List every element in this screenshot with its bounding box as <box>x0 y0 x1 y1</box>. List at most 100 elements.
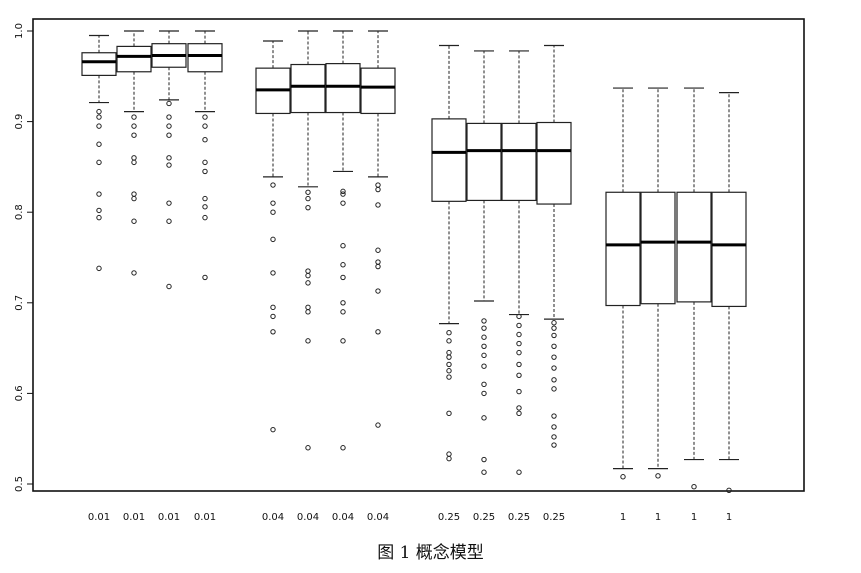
outlier-point <box>202 195 208 202</box>
iqr-box <box>501 122 537 202</box>
outlier-point <box>726 487 732 494</box>
outlier-point <box>340 274 346 281</box>
outlier-point <box>516 388 522 395</box>
x-tick-label: 1 <box>726 512 732 523</box>
outlier-point <box>305 189 311 195</box>
x-tick-label: 1 <box>655 512 661 523</box>
outlier-point <box>166 114 172 120</box>
outlier-point <box>481 390 487 397</box>
outlier-point <box>131 132 137 138</box>
outlier-point <box>551 434 557 440</box>
outlier-point <box>202 114 208 120</box>
outlier-point <box>270 270 276 276</box>
outlier-point <box>340 200 346 206</box>
outlier-point <box>202 168 208 175</box>
outlier-point <box>166 123 172 129</box>
outlier-point <box>551 413 557 419</box>
outlier-point <box>131 195 137 202</box>
outlier-point <box>131 218 137 224</box>
x-tick-label: 0.04 <box>332 512 354 523</box>
outlier-point <box>446 354 452 360</box>
x-tick-label: 0.25 <box>508 512 530 523</box>
outlier-point <box>551 424 557 430</box>
outlier-point <box>375 263 381 270</box>
outlier-point <box>516 331 522 338</box>
outlier-point <box>340 188 346 195</box>
outlier-point <box>270 182 276 188</box>
outlier-point <box>481 343 487 349</box>
box-13 <box>605 87 641 480</box>
box-2 <box>116 30 152 276</box>
x-tick-label: 0.25 <box>438 512 460 523</box>
x-axis-labels: 0.01 0.01 0.01 0.01 0.04 0.04 0.04 0.04 0.25 0.25… <box>88 512 732 523</box>
box-12 <box>536 44 572 448</box>
outlier-point <box>270 209 276 215</box>
outlier-point <box>166 100 172 107</box>
outlier-point <box>516 313 522 320</box>
outlier-point <box>446 451 452 457</box>
outlier-point <box>305 280 311 286</box>
y-tick-label: 0.5 <box>14 476 25 492</box>
outlier-point <box>340 262 346 268</box>
box-1 <box>81 34 117 272</box>
outlier-point <box>446 368 452 374</box>
iqr-box <box>466 122 502 202</box>
iqr-box <box>605 191 641 307</box>
iqr-box <box>536 121 572 205</box>
outlier-point <box>166 162 172 168</box>
outlier-point <box>551 365 557 371</box>
outlier-point <box>305 272 311 279</box>
outlier-point <box>655 473 661 479</box>
figure-caption: 图 1 概念模型 <box>377 543 484 563</box>
outlier-point <box>305 268 311 274</box>
outlier-point <box>516 405 522 411</box>
outlier-point <box>96 159 102 166</box>
outlier-point <box>481 334 487 340</box>
outlier-point <box>551 386 557 392</box>
outlier-point <box>446 455 452 462</box>
outlier-point <box>202 204 208 210</box>
outlier-point <box>446 361 452 368</box>
outlier-point <box>96 114 102 120</box>
outlier-point <box>516 340 522 347</box>
x-tick-label: 0.25 <box>543 512 565 523</box>
outlier-point <box>96 191 102 197</box>
outlier-point <box>516 361 522 368</box>
y-tick-label: 0.8 <box>14 204 25 220</box>
outlier-point <box>340 338 346 344</box>
iqr-box <box>711 191 747 308</box>
outlier-point <box>96 207 102 214</box>
outlier-point <box>446 374 452 380</box>
outlier-point <box>340 300 346 306</box>
box-3 <box>151 30 187 290</box>
outlier-point <box>270 313 276 320</box>
outlier-point <box>270 304 276 311</box>
outlier-point <box>96 123 102 129</box>
outlier-point <box>270 426 276 433</box>
outlier-point <box>340 243 346 249</box>
iqr-box <box>676 191 712 303</box>
outlier-point <box>131 155 137 161</box>
outlier-point <box>202 159 208 166</box>
outlier-point <box>691 484 697 490</box>
outlier-point <box>166 155 172 161</box>
outlier-point <box>551 320 557 326</box>
outlier-point <box>446 349 452 356</box>
box-5 <box>255 40 291 433</box>
outlier-point <box>202 137 208 143</box>
outlier-point <box>551 377 557 383</box>
outlier-point <box>446 410 452 417</box>
y-axis: 0.5 0.6 0.7 0.8 0.9 1.0 <box>14 23 34 492</box>
outlier-point <box>96 141 102 147</box>
outlier-point <box>166 283 172 290</box>
x-tick-label: 0.04 <box>367 512 389 523</box>
outlier-point <box>446 329 452 336</box>
outlier-point <box>516 322 522 329</box>
boxes <box>81 30 747 494</box>
iqr-box <box>360 67 396 115</box>
outlier-point <box>96 108 102 115</box>
outlier-point <box>481 352 487 359</box>
y-tick-label: 1.0 <box>14 23 25 39</box>
box-8 <box>360 30 396 428</box>
outlier-point <box>551 354 557 360</box>
